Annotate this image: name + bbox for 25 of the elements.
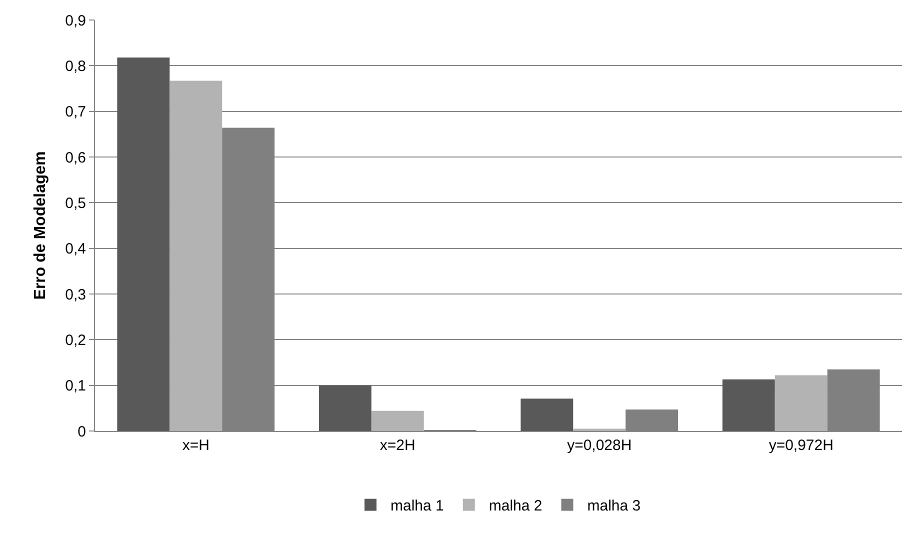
bar [371, 410, 424, 431]
y-tick-label: 0,9 [65, 12, 86, 30]
bar [722, 379, 775, 431]
y-tick-label: 0,2 [65, 332, 86, 349]
x-tick-label: y=0,028H [567, 437, 632, 454]
bar [774, 375, 828, 431]
legend-label: malha 3 [587, 498, 641, 515]
x-tick-label: x=2H [380, 437, 416, 454]
x-tick-label: y=0,972H [768, 437, 834, 454]
bar [170, 80, 222, 431]
bar [520, 398, 574, 431]
y-tick-label: 0,8 [65, 58, 86, 75]
y-tick-label: 0,1 [65, 378, 86, 395]
x-tick-label: x=H [182, 437, 210, 454]
y-tick-label: 0,4 [65, 240, 86, 258]
y-tick-label: 0,6 [65, 149, 86, 166]
y-tick-label: 0,7 [65, 104, 86, 121]
y-tick-label: 0 [78, 423, 86, 440]
y-tick-label: 0,5 [65, 194, 86, 212]
legend-label: malha 2 [488, 498, 542, 515]
y-axis-title: Erro de Modelagem [32, 151, 50, 300]
bar [318, 385, 372, 431]
y-tick-label: 0,3 [65, 286, 86, 304]
legend-label: malha 1 [390, 498, 444, 515]
bar [117, 57, 170, 431]
